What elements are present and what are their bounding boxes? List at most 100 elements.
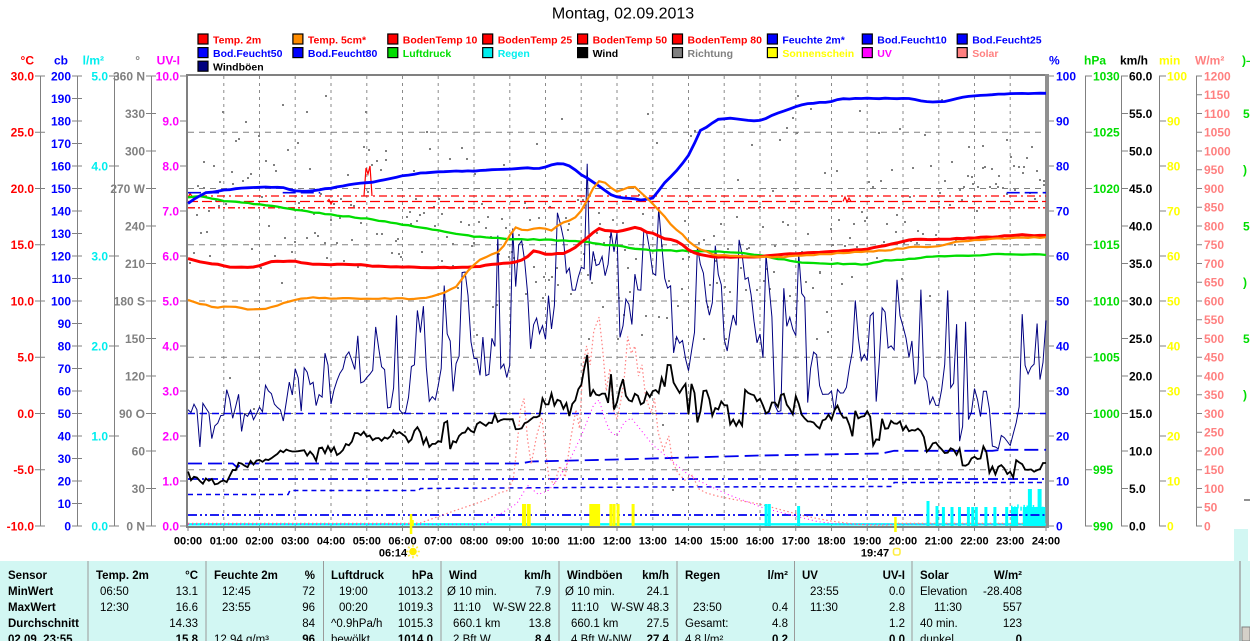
svg-text:1014.0: 1014.0	[398, 634, 433, 641]
svg-text:BodenTemp 10: BodenTemp 10	[403, 35, 478, 47]
svg-text:23:00: 23:00	[996, 536, 1024, 548]
svg-text:210: 210	[125, 257, 145, 271]
svg-text:25.0: 25.0	[1129, 332, 1153, 346]
svg-text:0 N: 0 N	[126, 519, 145, 533]
svg-text:19:00: 19:00	[339, 586, 368, 598]
svg-text:13:00: 13:00	[639, 536, 667, 548]
svg-text:30.0: 30.0	[11, 69, 35, 83]
svg-text:5: 5	[1243, 219, 1250, 233]
svg-text:11:10: 11:10	[453, 602, 481, 614]
svg-text:23:55: 23:55	[810, 586, 839, 598]
svg-text:80: 80	[1056, 159, 1070, 173]
svg-text:Gesamt:: Gesamt:	[685, 618, 728, 630]
svg-text:16.6: 16.6	[176, 602, 198, 614]
svg-text:190: 190	[51, 92, 71, 106]
svg-text:06:50: 06:50	[100, 586, 129, 598]
svg-text:20: 20	[1056, 429, 1070, 443]
svg-text:700: 700	[1204, 257, 1224, 271]
svg-text:dunkel: dunkel	[920, 634, 954, 641]
svg-text:min: min	[1159, 54, 1180, 68]
svg-text:0.0: 0.0	[91, 519, 108, 533]
svg-text:10.0: 10.0	[11, 294, 35, 308]
svg-text:0: 0	[1016, 634, 1022, 641]
svg-text:300: 300	[1204, 407, 1224, 421]
svg-text:Feuchte 2m*: Feuchte 2m*	[782, 35, 845, 47]
svg-text:15.8: 15.8	[176, 634, 199, 641]
svg-text:13.1: 13.1	[176, 586, 198, 598]
svg-text:10:00: 10:00	[531, 536, 559, 548]
svg-text:2.0: 2.0	[162, 429, 179, 443]
svg-text:30: 30	[132, 482, 146, 496]
svg-text:72: 72	[302, 586, 315, 598]
svg-text:10.0: 10.0	[1129, 444, 1153, 458]
svg-text:1.2: 1.2	[889, 618, 905, 630]
svg-text:Ø 10 min.: Ø 10 min.	[565, 586, 615, 598]
svg-text:1015: 1015	[1093, 238, 1120, 252]
svg-text:19:47: 19:47	[861, 548, 889, 560]
svg-text:14.33: 14.33	[169, 618, 198, 630]
svg-text:660.1 km: 660.1 km	[453, 618, 500, 630]
svg-text:Bod.Feucht25: Bod.Feucht25	[972, 35, 1042, 47]
svg-text:180 S: 180 S	[114, 294, 145, 308]
svg-text:5.0: 5.0	[1129, 482, 1146, 496]
svg-text:01:00: 01:00	[210, 536, 238, 548]
svg-text:750: 750	[1204, 238, 1224, 252]
svg-text:50: 50	[1204, 501, 1218, 515]
svg-text:07:00: 07:00	[424, 536, 452, 548]
svg-text:45.0: 45.0	[1129, 182, 1153, 196]
svg-text:5.0: 5.0	[91, 69, 108, 83]
svg-text:990: 990	[1093, 519, 1113, 533]
svg-text:660.1 km: 660.1 km	[571, 618, 618, 630]
svg-text:Montag, 02.09.2013: Montag, 02.09.2013	[552, 6, 694, 23]
svg-text:03:00: 03:00	[281, 536, 309, 548]
svg-text:90: 90	[1056, 114, 1070, 128]
svg-text:240: 240	[125, 219, 145, 233]
svg-text:550: 550	[1204, 313, 1224, 327]
svg-text:18:00: 18:00	[817, 536, 845, 548]
svg-text:330: 330	[125, 107, 145, 121]
svg-text:160: 160	[51, 159, 71, 173]
svg-text:360 N: 360 N	[113, 69, 145, 83]
svg-text:557: 557	[1003, 602, 1022, 614]
svg-text:27.4: 27.4	[647, 634, 670, 641]
svg-text:°C: °C	[185, 570, 198, 582]
svg-text:96: 96	[302, 602, 315, 614]
svg-text:40: 40	[1056, 339, 1070, 353]
svg-text:1200: 1200	[1204, 69, 1231, 83]
svg-text:°: °	[135, 54, 140, 68]
svg-text:25.0: 25.0	[11, 126, 35, 140]
svg-text:Luftdruck: Luftdruck	[403, 48, 452, 60]
svg-text:60: 60	[58, 384, 72, 398]
svg-text:1100: 1100	[1204, 107, 1230, 121]
svg-text:950: 950	[1204, 163, 1224, 177]
svg-text:30.0: 30.0	[1129, 294, 1153, 308]
svg-text:11:30: 11:30	[934, 602, 962, 614]
svg-text:70: 70	[1167, 204, 1181, 218]
svg-text:2.0: 2.0	[91, 339, 108, 353]
svg-text:hPa: hPa	[1084, 54, 1106, 68]
svg-text:1010: 1010	[1093, 294, 1120, 308]
svg-text:70: 70	[58, 362, 72, 376]
svg-text:40: 40	[58, 429, 72, 443]
svg-text:04:00: 04:00	[317, 536, 345, 548]
svg-text:km/h: km/h	[524, 570, 551, 582]
svg-text:450: 450	[1204, 351, 1224, 365]
svg-text:0: 0	[1204, 519, 1211, 533]
svg-text:24.1: 24.1	[647, 586, 669, 598]
svg-text:90: 90	[58, 317, 72, 331]
svg-text:W-SW: W-SW	[493, 602, 526, 614]
svg-text:22.8: 22.8	[529, 602, 551, 614]
svg-text:1.0: 1.0	[162, 474, 179, 488]
svg-text:%: %	[305, 570, 315, 582]
svg-text:30: 30	[1056, 384, 1070, 398]
svg-text:06:00: 06:00	[388, 536, 416, 548]
svg-text:40: 40	[1167, 339, 1181, 353]
svg-text:150: 150	[51, 182, 71, 196]
svg-text:): )	[1243, 276, 1247, 290]
svg-text:1025: 1025	[1093, 126, 1120, 140]
svg-text:10: 10	[1056, 474, 1070, 488]
svg-text:Windböen: Windböen	[567, 570, 622, 582]
svg-text:8.0: 8.0	[162, 159, 179, 173]
svg-text:400: 400	[1204, 369, 1224, 383]
svg-text:Regen: Regen	[685, 570, 720, 582]
